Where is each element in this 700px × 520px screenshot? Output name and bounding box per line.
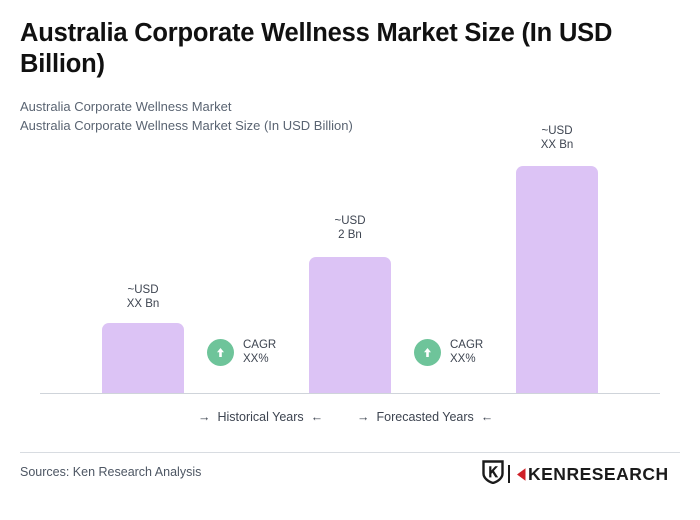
axis-caption-historical-label: Historical Years [217,410,304,424]
arrow-right-icon: → [357,409,370,424]
arrow-left-icon: ← [480,409,494,424]
chart-subtitle: Australia Corporate Wellness Market Aust… [20,98,660,135]
axis-caption-forecasted: → Forecasted Years ← [357,410,493,424]
cagr-badge-label-1: CAGR XX% [243,339,277,365]
bar-2 [309,257,391,393]
axis-caption-forecasted-label: Forecasted Years [376,410,474,424]
logo-word-research: RESEARCH [566,463,669,484]
shield-logo-icon [482,459,504,489]
arrow-up-icon [207,338,234,366]
cagr-badge-2: CAGR XX% [414,338,483,366]
bar-data-label-1: ~USD XX Bn [126,284,160,310]
bar-1 [102,323,184,393]
arrow-right-icon: → [198,409,211,424]
chart-subtitle-line-1: Australia Corporate Wellness Market [20,99,232,114]
bar-data-label-2: ~USD 2 Bn [334,215,366,241]
page-title: Australia Corporate Wellness Market Size… [20,19,613,78]
arrow-left-icon: ← [310,409,324,424]
arrow-up-icon [414,338,441,366]
chart-subtitle-line-2: Australia Corporate Wellness Market Size… [20,117,353,133]
footer-divider [20,452,680,453]
logo-wordmark: KEN RESEARCH [516,464,669,485]
cagr-badge-1: CAGR XX% [207,338,276,366]
logo-separator [508,465,510,483]
ken-research-logo: KEN RESEARCH [482,459,669,489]
axis-caption-historical: → Historical Years ← [198,410,323,424]
logo-word-ken: KEN [528,463,567,484]
sources-text: Sources: Ken Research Analysis [20,465,202,479]
chart-baseline [40,393,660,394]
bar-3 [516,166,598,393]
cagr-badge-label-2: CAGR XX% [450,339,484,365]
